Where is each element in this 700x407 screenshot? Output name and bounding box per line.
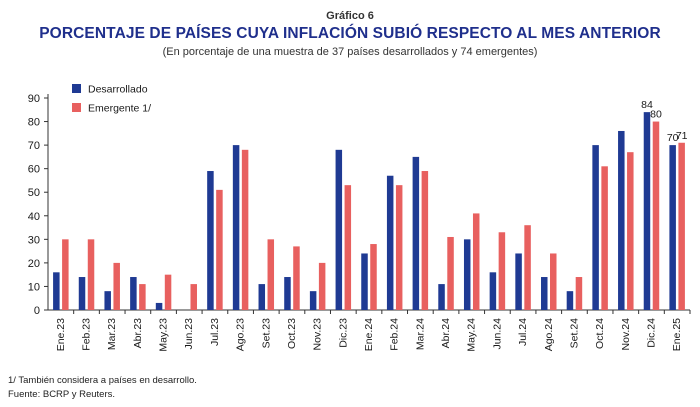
bar-desarrollado bbox=[284, 277, 291, 310]
data-label: 71 bbox=[676, 130, 688, 142]
bar-desarrollado bbox=[155, 302, 163, 310]
bar-emergente bbox=[87, 239, 95, 310]
bar-desarrollado bbox=[515, 253, 522, 310]
bar-emergente bbox=[447, 236, 454, 310]
y-tick-label: 80 bbox=[28, 117, 40, 129]
chart-title: PORCENTAJE DE PAÍSES CUYA INFLACIÓN SUBI… bbox=[39, 25, 661, 42]
bar-desarrollado bbox=[463, 239, 471, 310]
bar-emergente bbox=[472, 213, 480, 310]
x-tick-label: Jul.24 bbox=[517, 318, 529, 346]
x-tick-label: Jul.23 bbox=[209, 318, 221, 346]
legend-swatch bbox=[72, 84, 81, 93]
data-label: 70 bbox=[667, 132, 679, 144]
bar-emergente bbox=[370, 244, 377, 310]
bar-desarrollado bbox=[541, 277, 548, 310]
bar-emergente bbox=[498, 232, 506, 310]
y-tick-label: 90 bbox=[28, 93, 40, 105]
bar-emergente bbox=[241, 149, 249, 310]
bar-desarrollado bbox=[643, 112, 651, 310]
x-tick-label: May.23 bbox=[158, 318, 170, 352]
bar-desarrollado bbox=[53, 272, 60, 310]
bar-desarrollado bbox=[232, 145, 240, 310]
bar-emergente bbox=[164, 274, 172, 310]
x-tick-label: Ene.24 bbox=[363, 318, 375, 351]
bar-desarrollado bbox=[78, 277, 86, 310]
bar-desarrollado bbox=[489, 272, 497, 310]
legend-swatch bbox=[72, 103, 81, 112]
bar-desarrollado bbox=[258, 284, 266, 310]
y-tick-label: 60 bbox=[28, 164, 40, 176]
x-tick-label: Nov.23 bbox=[312, 318, 324, 351]
x-tick-label: Set.24 bbox=[568, 318, 580, 349]
x-tick-label: Feb.24 bbox=[389, 318, 401, 351]
x-tick-label: May.24 bbox=[466, 318, 478, 352]
chart-kicker: Gráfico 6 bbox=[326, 10, 374, 22]
y-tick-label: 50 bbox=[28, 187, 40, 199]
chart-subtitle: (En porcentaje de una muestra de 37 país… bbox=[162, 46, 538, 58]
bar-emergente bbox=[550, 253, 557, 310]
y-tick-label: 10 bbox=[28, 281, 40, 293]
bar-emergente bbox=[627, 152, 634, 310]
x-tick-label: Abr.24 bbox=[440, 318, 452, 349]
bar-emergente bbox=[216, 189, 223, 310]
bar-emergente bbox=[293, 246, 300, 310]
x-tick-label: Dic.24 bbox=[645, 318, 657, 348]
x-tick-label: Oct.23 bbox=[286, 318, 298, 349]
bar-emergente bbox=[318, 262, 326, 310]
bar-desarrollado bbox=[566, 291, 574, 310]
x-tick-label: Ene.25 bbox=[671, 318, 683, 351]
x-tick-label: Abr.23 bbox=[132, 318, 144, 349]
x-tick-label: Ene.23 bbox=[55, 318, 67, 351]
bar-emergente bbox=[575, 277, 583, 310]
bar-desarrollado bbox=[335, 149, 343, 310]
bar-desarrollado bbox=[386, 175, 394, 310]
bar-desarrollado bbox=[438, 284, 445, 310]
bar-emergente bbox=[421, 171, 429, 310]
bar-desarrollado bbox=[361, 253, 368, 310]
source-note: Fuente: BCRP y Reuters. bbox=[8, 389, 116, 400]
x-tick-label: Ago.24 bbox=[543, 318, 555, 351]
bar-desarrollado bbox=[104, 291, 111, 310]
bar-emergente bbox=[139, 284, 146, 310]
bar-emergente bbox=[62, 239, 69, 310]
x-tick-label: Oct.24 bbox=[594, 318, 606, 349]
footnote: 1/ También considera a países en desarro… bbox=[8, 375, 197, 386]
bar-desarrollado bbox=[309, 291, 317, 310]
y-tick-label: 40 bbox=[28, 211, 40, 223]
y-tick-label: 30 bbox=[28, 234, 40, 246]
x-tick-label: Jun.24 bbox=[491, 318, 503, 350]
bar-emergente bbox=[113, 262, 120, 310]
x-tick-label: Mar.23 bbox=[106, 318, 118, 350]
bar-emergente bbox=[395, 185, 403, 310]
bar-emergente bbox=[190, 284, 197, 310]
bar-desarrollado bbox=[669, 145, 676, 310]
x-tick-label: Dic.23 bbox=[337, 318, 349, 348]
bar-desarrollado bbox=[130, 277, 137, 310]
y-tick-label: 20 bbox=[28, 258, 40, 270]
x-tick-label: Mar.24 bbox=[414, 318, 426, 350]
data-label: 84 bbox=[641, 99, 653, 111]
y-tick-label: 0 bbox=[34, 305, 40, 317]
bar-desarrollado bbox=[618, 130, 625, 310]
bar-emergente bbox=[601, 166, 608, 310]
legend-label: Desarrollado bbox=[88, 84, 148, 96]
bar-emergente bbox=[267, 239, 275, 310]
x-tick-label: Nov.24 bbox=[620, 318, 632, 351]
bar-emergente bbox=[678, 142, 685, 310]
bar-desarrollado bbox=[412, 156, 420, 310]
x-tick-label: Feb.23 bbox=[81, 318, 93, 351]
legend-label: Emergente 1/ bbox=[88, 103, 151, 115]
bar-emergente bbox=[344, 185, 352, 310]
bar-emergente bbox=[524, 225, 531, 310]
bar-desarrollado bbox=[592, 145, 599, 310]
bar-desarrollado bbox=[207, 171, 214, 310]
y-tick-label: 70 bbox=[28, 140, 40, 152]
x-tick-label: Jun.23 bbox=[183, 318, 195, 350]
x-tick-label: Ago.23 bbox=[235, 318, 247, 351]
bar-emergente bbox=[652, 121, 660, 310]
x-tick-label: Set.23 bbox=[260, 318, 272, 349]
data-label: 80 bbox=[650, 109, 662, 121]
